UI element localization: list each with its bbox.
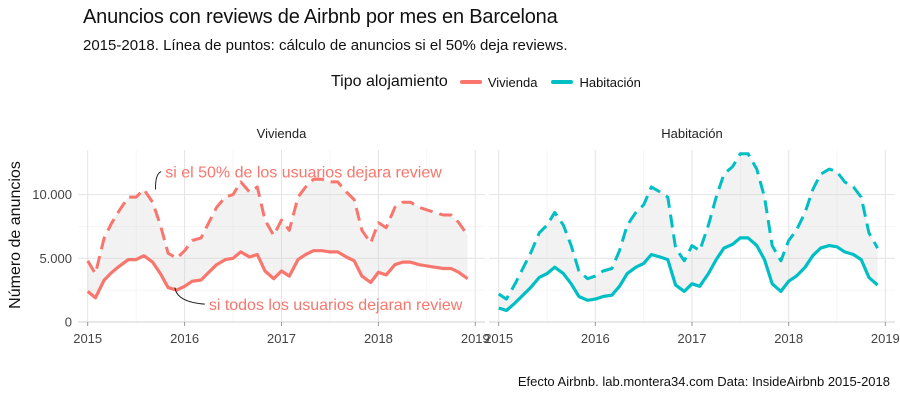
annotation-label: si el 50% de los usuarios dejara review: [165, 165, 442, 182]
series-line-habitacion: [498, 236, 879, 313]
series-line-vivienda-50pct: [86, 177, 469, 276]
y-tick-label: 10.000: [32, 187, 72, 202]
facet-panel-vivienda: Vivienda 2015 2016 2017 2018 2019 0 5.000 10.000…: [32, 126, 490, 346]
y-tick-label: 5.000: [39, 251, 72, 266]
series-line-vivienda: [86, 249, 469, 300]
annotation-connector: [155, 171, 162, 190]
x-tick-label: 2017: [678, 331, 707, 346]
x-tick-label: 2019: [871, 331, 900, 346]
x-tick-label: 2016: [581, 331, 610, 346]
legend-key-habitacion: [551, 80, 574, 84]
caption: Efecto Airbnb. lab.montera34.com Data: I…: [517, 374, 890, 389]
annotation-label: si todos los usuarios dejaran review: [209, 297, 463, 314]
ribbon-area-habitacion: [498, 153, 878, 311]
legend-title: Tipo alojamiento: [331, 73, 448, 90]
x-tick-label: 2019: [461, 331, 490, 346]
facet-label-vivienda: Vivienda: [257, 126, 307, 141]
x-tick-label: 2015: [73, 331, 102, 346]
legend-item-vivienda: Vivienda: [459, 74, 538, 90]
x-tick-label: 2018: [364, 331, 393, 346]
facet-panel-habitacion: Habitación 2015 2016 2017 2018 2019: [484, 126, 900, 346]
chart-subtitle: 2015-2018. Línea de puntos: cálculo de a…: [83, 37, 568, 54]
ribbon-area-vivienda: [87, 179, 468, 298]
facet-label-habitacion: Habitación: [661, 126, 722, 141]
y-tick-label: 0: [65, 315, 72, 330]
legend: Tipo alojamiento Vivienda Habitación: [331, 73, 655, 91]
legend-item-habitacion: Habitación: [551, 74, 641, 90]
chart-title: Anuncios con reviews de Airbnb por mes e…: [83, 6, 558, 28]
annotation-connector: [174, 287, 205, 305]
series-line-habitacion-50pct: [497, 152, 879, 301]
x-tick-label: 2018: [774, 331, 803, 346]
x-tick-label: 2017: [267, 331, 296, 346]
x-tick-label: 2016: [170, 331, 199, 346]
legend-key-vivienda: [459, 80, 482, 84]
legend-label-habitacion: Habitación: [579, 74, 641, 90]
x-tick-label: 2015: [484, 331, 513, 346]
legend-label-vivienda: Vivienda: [487, 74, 538, 90]
